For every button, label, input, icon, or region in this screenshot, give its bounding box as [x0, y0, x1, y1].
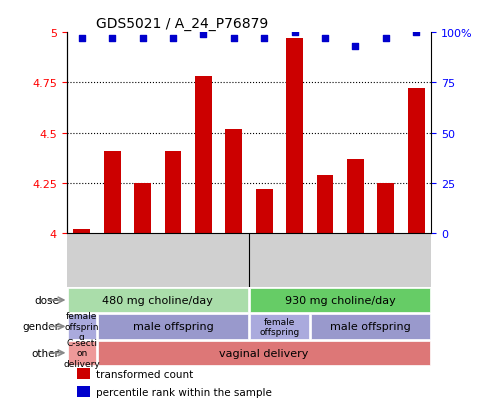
- Bar: [225, 129, 242, 234]
- Bar: [165, 152, 181, 234]
- Text: other: other: [32, 348, 59, 358]
- Point: [78, 36, 86, 43]
- Bar: [256, 190, 273, 234]
- Bar: [408, 89, 424, 234]
- Bar: [378, 184, 394, 234]
- Point: [352, 44, 359, 50]
- Text: dose: dose: [35, 295, 59, 305]
- Point: [169, 36, 177, 43]
- Text: gender: gender: [22, 322, 59, 332]
- Bar: [195, 77, 211, 234]
- Bar: [311, 314, 430, 339]
- Point: [199, 32, 208, 38]
- Bar: [104, 152, 120, 234]
- Point: [230, 36, 238, 43]
- Point: [108, 36, 116, 43]
- Bar: [134, 184, 151, 234]
- Bar: [73, 230, 90, 234]
- Bar: [347, 159, 364, 234]
- Point: [291, 30, 299, 36]
- Bar: [250, 288, 430, 312]
- Bar: [98, 314, 248, 339]
- Text: 480 mg choline/day: 480 mg choline/day: [103, 295, 213, 305]
- Text: C-secti
on
delivery: C-secti on delivery: [64, 338, 100, 368]
- Point: [412, 30, 420, 36]
- Point: [321, 36, 329, 43]
- Bar: [68, 288, 248, 312]
- Text: GDS5021 / A_24_P76879: GDS5021 / A_24_P76879: [96, 17, 268, 31]
- Bar: [77, 387, 90, 397]
- Text: percentile rank within the sample: percentile rank within the sample: [96, 387, 272, 396]
- Text: male offspring: male offspring: [330, 322, 411, 332]
- Bar: [286, 39, 303, 234]
- Text: transformed count: transformed count: [96, 369, 193, 379]
- Text: vaginal delivery: vaginal delivery: [219, 348, 309, 358]
- Point: [382, 36, 389, 43]
- Bar: [77, 368, 90, 379]
- Point: [139, 36, 146, 43]
- Text: female
offspring: female offspring: [259, 317, 299, 336]
- Bar: [250, 314, 309, 339]
- Text: male offspring: male offspring: [133, 322, 213, 332]
- Bar: [68, 314, 96, 339]
- Text: female
offsprin
g: female offsprin g: [65, 312, 99, 342]
- Text: 930 mg choline/day: 930 mg choline/day: [285, 295, 395, 305]
- Bar: [317, 176, 333, 234]
- Point: [260, 36, 268, 43]
- Bar: [68, 341, 96, 365]
